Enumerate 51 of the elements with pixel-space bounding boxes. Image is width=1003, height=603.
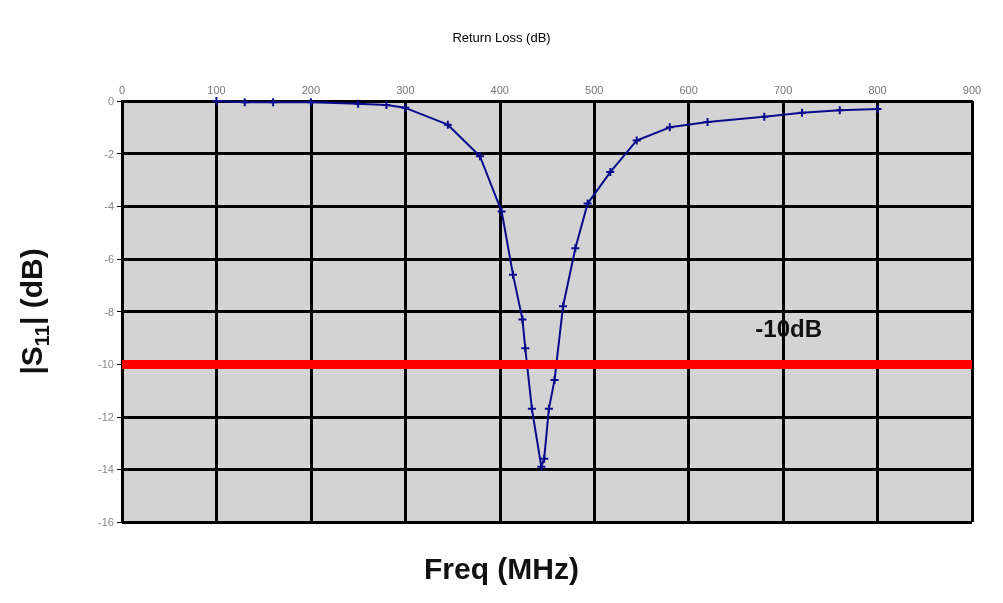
point xyxy=(760,112,769,121)
point xyxy=(583,199,592,208)
point xyxy=(497,207,506,216)
y-tick-label: -16 xyxy=(98,516,114,528)
y-tick-label: -6 xyxy=(104,252,114,265)
point xyxy=(240,98,249,107)
y-tick-label: -8 xyxy=(104,305,114,318)
point xyxy=(443,120,452,129)
y-tick-label: -10 xyxy=(98,358,114,371)
point xyxy=(665,123,674,132)
point xyxy=(703,118,712,127)
y-tick-label: -2 xyxy=(104,147,114,160)
point xyxy=(354,99,363,108)
point xyxy=(521,344,530,353)
y-tick-label: 0 xyxy=(107,95,114,107)
x-tick-label: 100 xyxy=(207,83,226,96)
point xyxy=(475,152,484,161)
x-tick-label: 900 xyxy=(962,83,982,96)
point xyxy=(306,98,315,107)
x-tick-label: 300 xyxy=(396,83,415,96)
point xyxy=(873,104,882,113)
x-tick-label: 0 xyxy=(118,83,126,96)
x-tick-label: 700 xyxy=(773,83,793,96)
y-axis-title: |S11| (dB) xyxy=(14,248,53,375)
point xyxy=(509,270,517,279)
point xyxy=(544,404,553,413)
x-tick-label: 200 xyxy=(301,83,321,96)
point xyxy=(401,103,410,112)
x-tick-label: 800 xyxy=(868,83,887,96)
point xyxy=(559,302,568,311)
x-tick-label: 400 xyxy=(490,83,509,96)
x-tick-label: 500 xyxy=(585,83,604,96)
point xyxy=(632,136,641,145)
point xyxy=(527,404,536,413)
point xyxy=(537,462,546,471)
x-tick-label: 600 xyxy=(679,83,698,96)
point xyxy=(606,168,615,177)
y-tick-label: -12 xyxy=(98,410,114,423)
point xyxy=(518,315,527,324)
point xyxy=(212,97,221,105)
point xyxy=(540,454,549,463)
x-axis-title: Freq (MHz) xyxy=(424,551,579,585)
chart-title: Return Loss (dB) xyxy=(452,30,551,45)
point xyxy=(382,100,391,109)
y-tick-label: -14 xyxy=(98,463,114,476)
point xyxy=(550,375,559,384)
point xyxy=(798,108,806,117)
point xyxy=(269,98,278,107)
y-tick-label: -4 xyxy=(104,200,114,213)
point xyxy=(571,244,580,253)
point xyxy=(835,106,844,115)
